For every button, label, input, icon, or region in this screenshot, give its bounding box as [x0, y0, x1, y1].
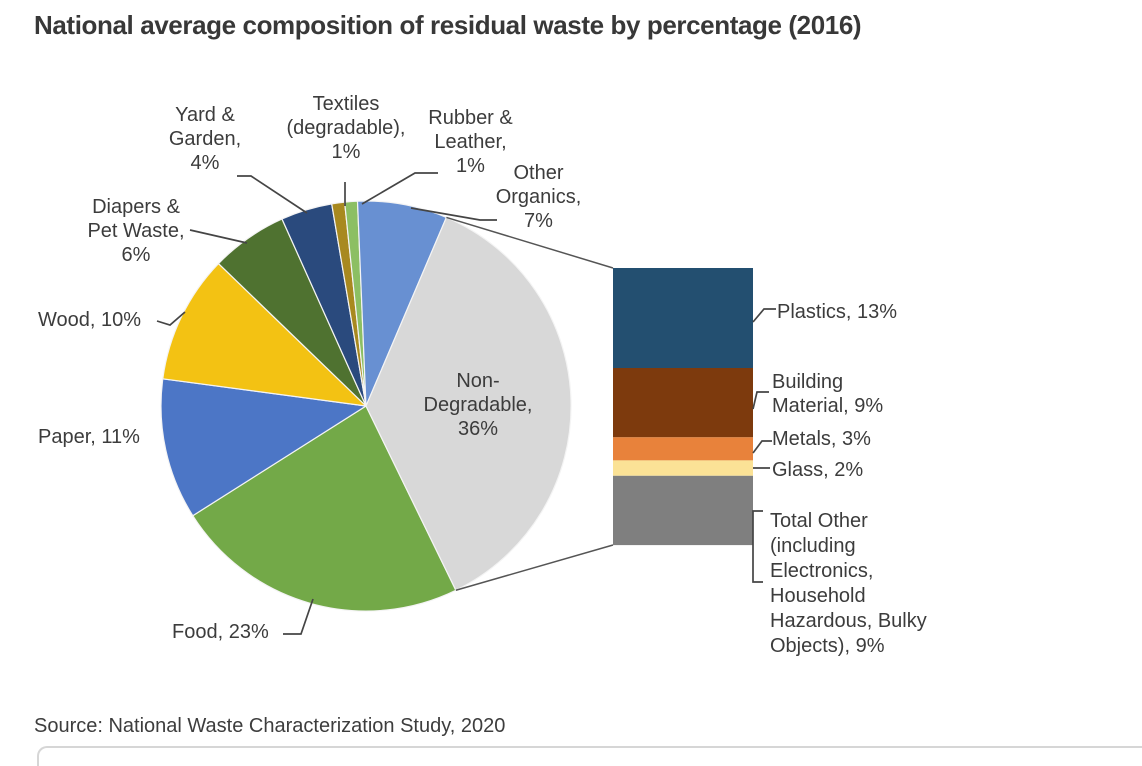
- leader-line-food: [283, 598, 314, 635]
- pie-label-rubber-leather: Rubber & Leather, 1%: [428, 107, 513, 177]
- leader-line-plastics: [752, 308, 776, 323]
- pie-label-non-degradable: Non-Degradable, 36%: [423, 370, 533, 440]
- bar-label-metals: Metals, 3%: [772, 428, 871, 450]
- bar-label-glass: Glass, 2%: [772, 459, 864, 481]
- pie-label-textiles: Textiles (degradable), 1%: [286, 93, 406, 163]
- bar-label-building: Building Material, 9%: [772, 371, 884, 417]
- bar-segment-glass: [613, 460, 753, 476]
- bar-label-total-other: Total Other (including Electronics, Hous…: [770, 510, 927, 657]
- leader-bracket-total-other: [752, 510, 763, 583]
- connector-line-top: [446, 216, 614, 269]
- source-text: Source: National Waste Characterization …: [34, 715, 506, 737]
- leader-line-yard-garden: [237, 175, 308, 214]
- bar-segment-plastics: [613, 268, 753, 368]
- leader-line-wood: [156, 311, 186, 326]
- leader-line-metals: [752, 440, 772, 454]
- connector-line-bottom: [455, 544, 614, 591]
- pie-label-diapers: Diapers & Pet Waste, 6%: [87, 196, 185, 266]
- leader-line-diapers: [189, 229, 248, 244]
- pie-slice-food: [191, 405, 457, 612]
- bar-segment-building-material: [613, 368, 753, 438]
- pie-slice-non-degradable: [365, 216, 572, 592]
- pie-label-paper: Paper, 11%: [38, 426, 140, 448]
- pie-slice-wood: [162, 262, 368, 407]
- pie-label-other-organics: Other Organics, 7%: [495, 162, 582, 232]
- bar-label-plastics: Plastics, 13%: [777, 301, 898, 323]
- bar-segment-total-other-including-electronics-household-hazardous-bulky-objects: [613, 475, 753, 546]
- bottom-panel: [37, 746, 1142, 766]
- pie-slice-paper: [160, 378, 368, 517]
- leader-line-building: [752, 391, 769, 410]
- pie-label-yard-garden: Yard & Garden, 4%: [168, 104, 242, 174]
- leader-line-other-organics: [410, 207, 497, 221]
- chart-title: National average composition of residual…: [34, 10, 862, 40]
- pie-label-wood: Wood, 10%: [38, 309, 142, 331]
- pie-label-food: Food, 23%: [172, 621, 269, 643]
- bar-segment-metals: [613, 437, 753, 461]
- leader-line-rubber-leather: [361, 172, 438, 205]
